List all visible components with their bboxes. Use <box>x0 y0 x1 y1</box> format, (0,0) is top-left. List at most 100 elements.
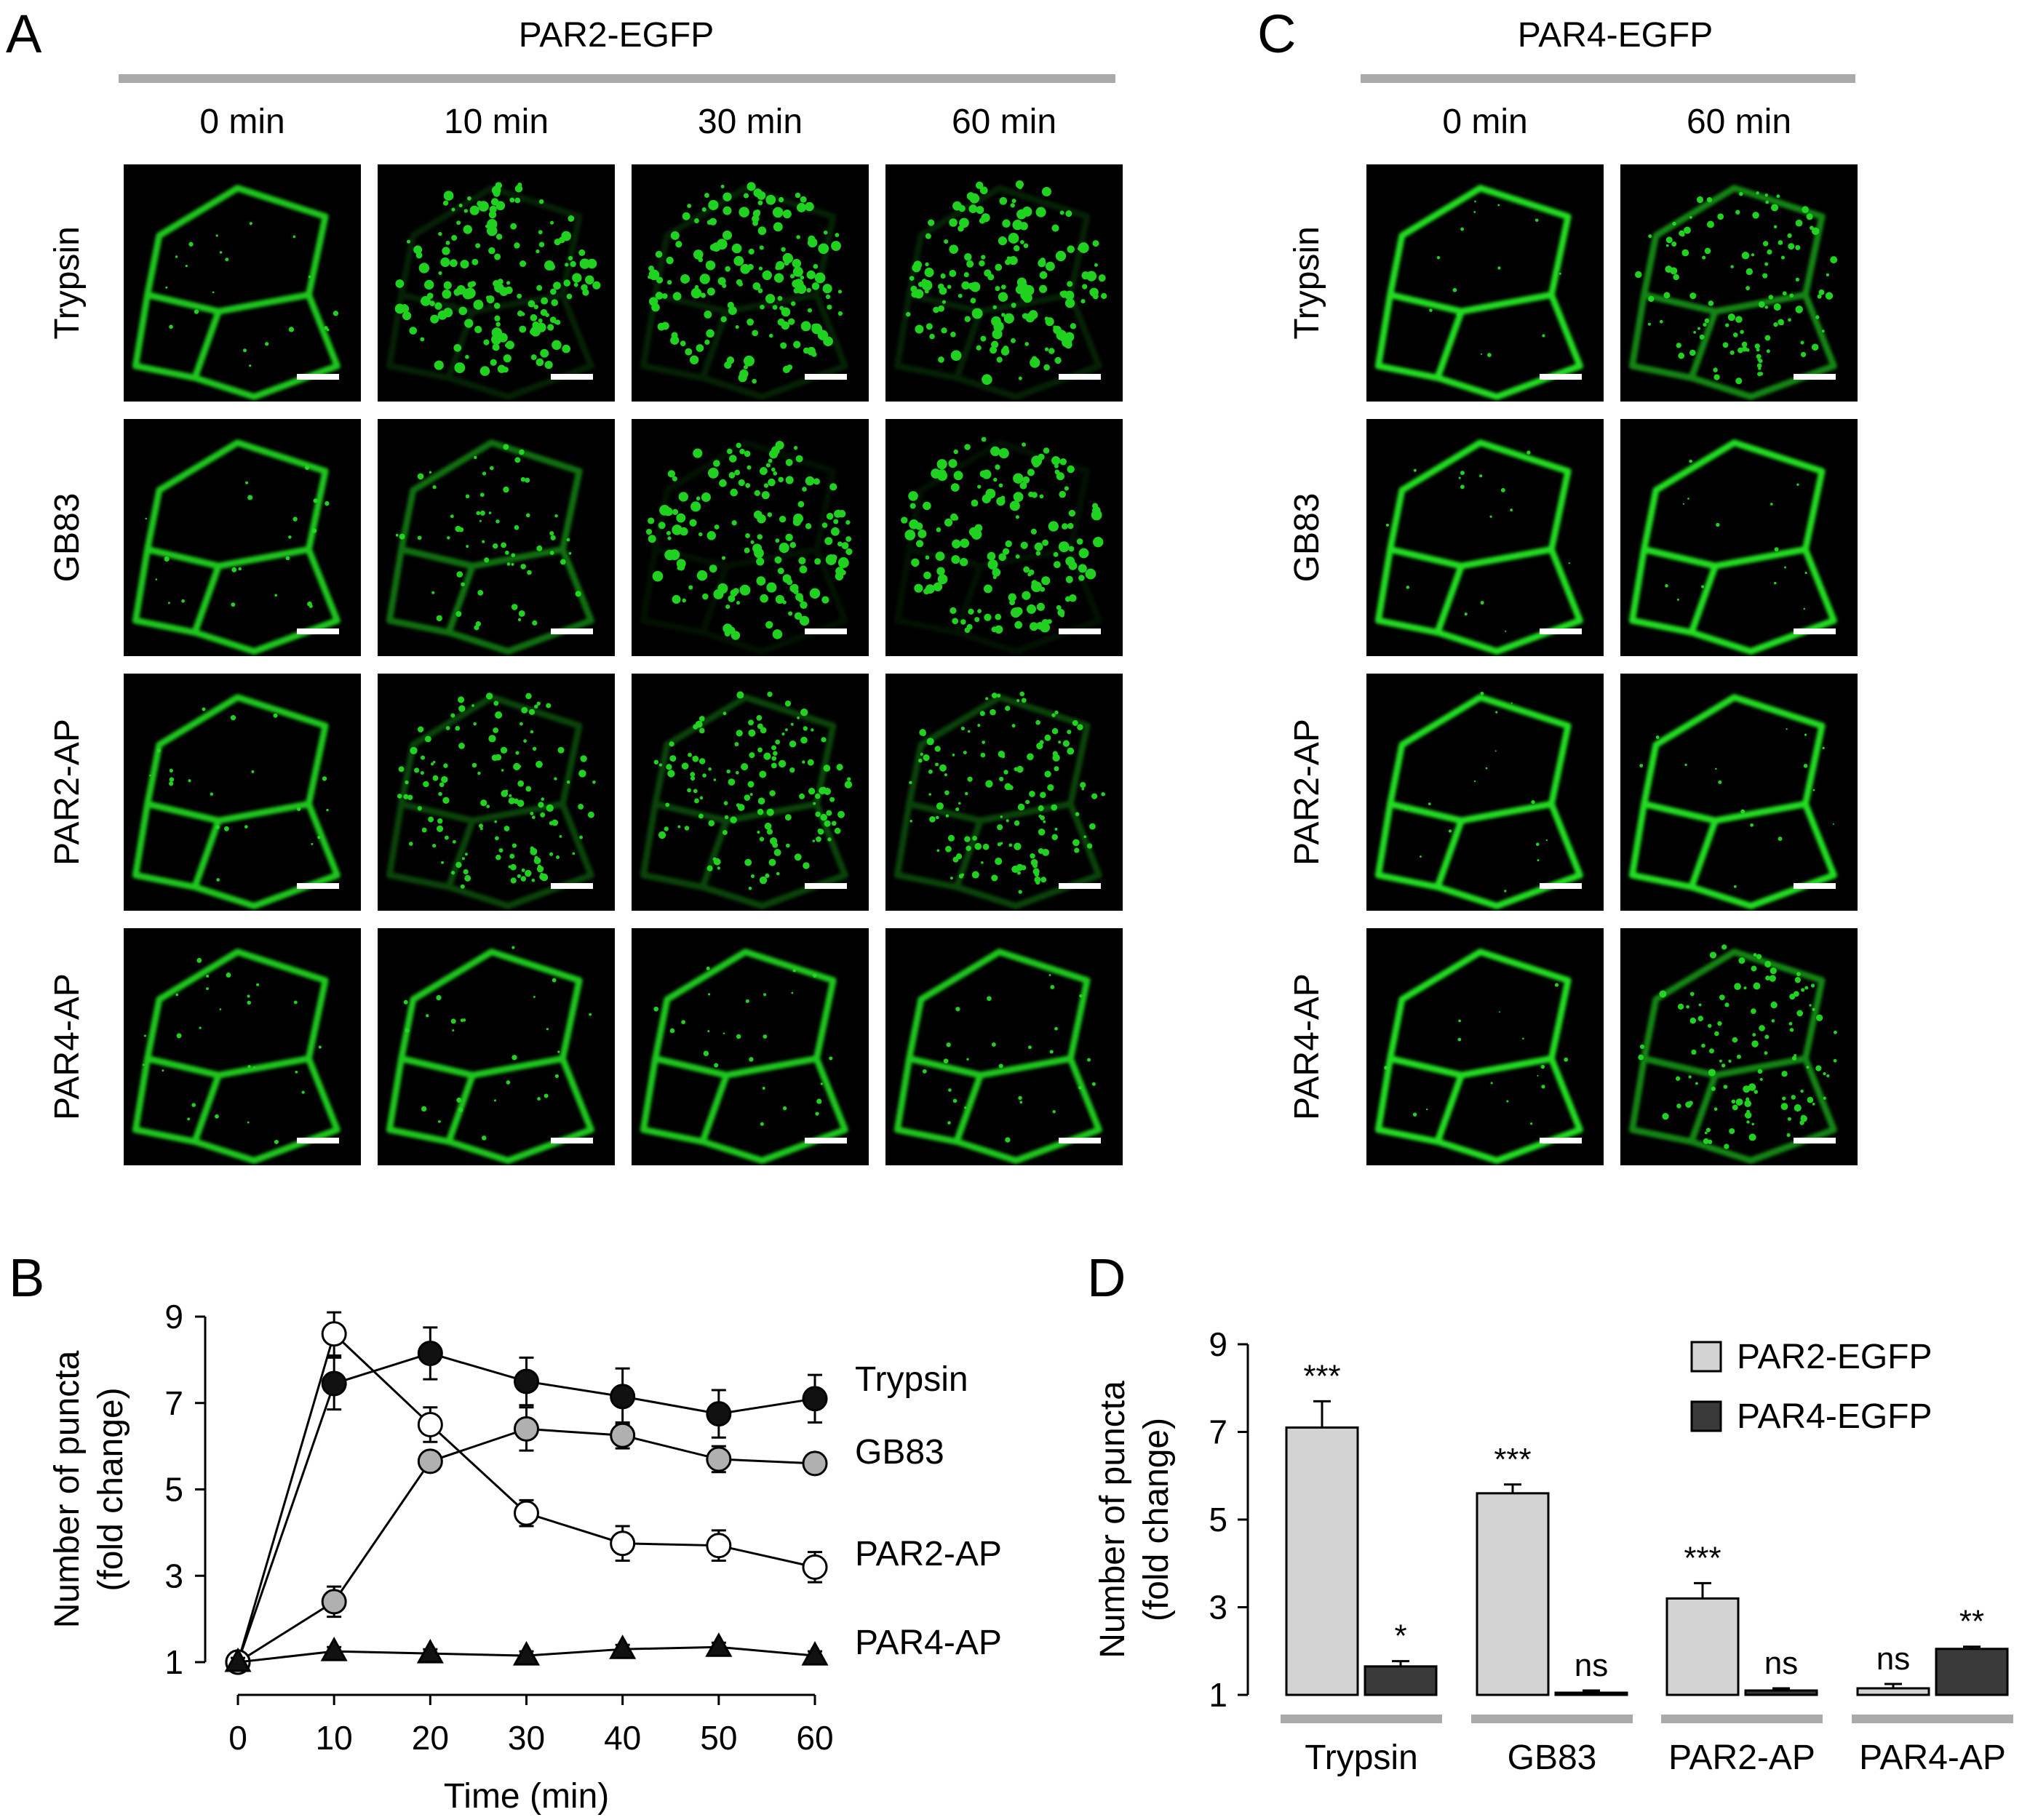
punctum <box>1659 990 1667 998</box>
punctum <box>816 273 821 277</box>
punctum <box>414 767 420 773</box>
punctum <box>944 518 953 527</box>
punctum <box>766 808 774 816</box>
punctum <box>1014 820 1020 826</box>
punctum <box>206 974 210 978</box>
punctum <box>820 1082 823 1085</box>
punctum <box>687 204 692 209</box>
micrograph-background <box>124 419 361 656</box>
x-tick-label: 30 <box>508 1719 545 1757</box>
punctum <box>923 501 931 511</box>
punctum <box>1023 243 1029 249</box>
punctum <box>517 310 524 317</box>
punctum <box>1676 1103 1681 1109</box>
punctum <box>953 449 958 455</box>
punctum <box>199 1026 202 1029</box>
punctum <box>1780 322 1784 325</box>
bar <box>1665 1597 1740 1696</box>
punctum <box>725 604 731 610</box>
punctum <box>785 533 793 542</box>
punctum <box>479 366 490 376</box>
punctum <box>803 726 808 731</box>
punctum <box>743 193 749 199</box>
punctum <box>1698 1003 1702 1007</box>
punctum <box>790 301 796 306</box>
punctum <box>225 258 229 262</box>
punctum <box>1754 1090 1759 1094</box>
punctum <box>1812 1103 1815 1106</box>
punctum <box>1686 1005 1689 1009</box>
micrograph-background <box>378 928 615 1165</box>
punctum <box>652 570 664 582</box>
punctum <box>488 511 492 514</box>
bar <box>1554 1691 1628 1696</box>
punctum <box>546 703 552 709</box>
punctum <box>926 323 933 330</box>
punctum <box>456 1097 462 1103</box>
micrograph-background <box>1366 419 1604 656</box>
punctum <box>1059 210 1064 215</box>
punctum <box>754 490 760 496</box>
punctum <box>1789 994 1796 1000</box>
punctum <box>501 542 507 548</box>
punctum <box>231 602 236 607</box>
punctum <box>998 236 1008 246</box>
puncta <box>1385 450 1570 632</box>
punctum <box>587 261 593 267</box>
punctum <box>991 693 998 699</box>
panel-a-micrographs: PAR2-EGFP 0 min 10 min 30 min 60 min Trypsi… <box>48 16 1123 1165</box>
punctum <box>670 335 680 345</box>
column-label: 10 min <box>444 103 549 141</box>
punctum <box>977 609 982 614</box>
punctum <box>720 316 727 323</box>
punctum <box>734 469 741 476</box>
punctum <box>1800 351 1807 358</box>
punctum <box>503 444 509 450</box>
punctum <box>1008 593 1016 602</box>
scale-bar <box>1059 374 1101 380</box>
punctum <box>1040 877 1047 883</box>
column-label: 0 min <box>199 103 284 141</box>
significance-label: ** <box>1959 1604 1984 1640</box>
punctum <box>503 826 510 831</box>
data-point <box>417 1340 443 1366</box>
punctum <box>765 825 769 828</box>
punctum <box>1659 319 1663 324</box>
punctum <box>721 556 726 560</box>
punctum <box>1039 271 1048 279</box>
punctum <box>162 1069 164 1072</box>
punctum <box>714 1063 719 1068</box>
punctum <box>745 999 749 1003</box>
punctum <box>669 741 674 747</box>
punctum <box>733 588 739 594</box>
series-label: GB83 <box>855 1433 944 1472</box>
membrane-signal <box>1628 185 1837 400</box>
punctum <box>205 987 209 991</box>
punctum <box>1758 301 1765 308</box>
punctum <box>1093 536 1104 548</box>
bar <box>1285 1426 1359 1696</box>
punctum <box>976 345 982 351</box>
punctum <box>1753 953 1757 957</box>
punctum <box>463 225 472 234</box>
punctum <box>1735 1098 1743 1106</box>
punctum <box>1053 551 1059 557</box>
punctum <box>1068 546 1075 552</box>
punctum <box>761 491 770 500</box>
punctum <box>777 318 785 326</box>
punctum <box>455 861 462 869</box>
punctum <box>723 206 732 215</box>
cell-membrane <box>386 546 476 636</box>
punctum <box>1832 823 1834 825</box>
punctum <box>318 1045 322 1049</box>
punctum <box>744 547 750 554</box>
punctum <box>1740 330 1744 335</box>
scale-bar <box>1794 883 1836 889</box>
punctum <box>795 519 800 524</box>
bar <box>1364 1665 1438 1696</box>
punctum <box>417 806 422 811</box>
punctum <box>1773 322 1778 327</box>
punctum <box>1531 799 1535 805</box>
punctum <box>813 478 820 485</box>
punctum <box>467 196 471 201</box>
